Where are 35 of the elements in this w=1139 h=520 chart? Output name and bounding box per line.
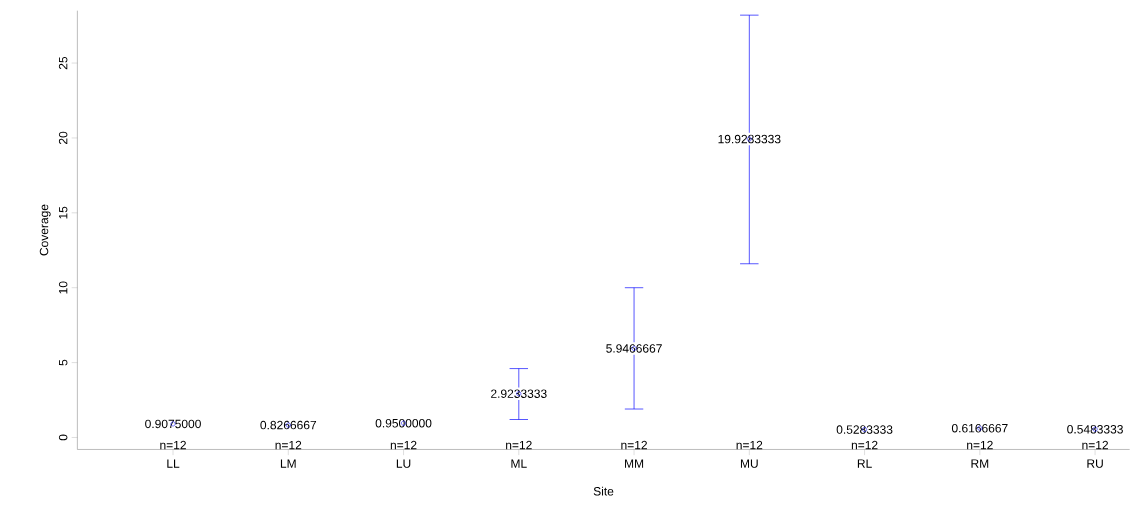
data-label: 0.5483333 <box>1067 424 1123 434</box>
x-tick-label: LL <box>167 459 180 468</box>
y-tick-label: 15 <box>59 206 68 219</box>
annotation: n=12 <box>736 440 763 450</box>
y-tick-label: 5 <box>59 359 68 366</box>
y-tick-label: 0 <box>58 434 68 441</box>
x-tick-label: RL <box>857 459 872 468</box>
annotation: n=12 <box>621 440 647 450</box>
annotation: n=12 <box>967 440 993 450</box>
annotation: n=12 <box>275 440 302 450</box>
data-label: 2.9233333 <box>491 389 547 398</box>
annotation: n=12 <box>160 440 186 450</box>
x-tick-label: RM <box>971 459 989 468</box>
x-tick-label: MM <box>625 459 644 468</box>
x-axis-title: Site <box>593 486 614 496</box>
data-label: 0.8266667 <box>260 420 317 430</box>
annotation: n=12 <box>851 440 878 450</box>
x-tick-label: LU <box>396 459 411 468</box>
annotation: n=12 <box>390 440 417 450</box>
data-label: 19.9283333 <box>718 134 781 144</box>
annotation: n=12 <box>506 440 532 450</box>
annotation: n=12 <box>1082 440 1108 450</box>
data-label: 0.6166667 <box>951 423 1008 433</box>
y-tick-label: 20 <box>58 131 68 144</box>
data-label: 0.5283333 <box>836 425 893 434</box>
y-tick-label: 25 <box>58 56 68 70</box>
x-tick-label: RU <box>1087 459 1103 468</box>
data-label: 5.9466667 <box>606 344 662 353</box>
x-tick-label: MU <box>740 459 758 468</box>
data-label: 0.9500000 <box>375 418 432 428</box>
y-axis-title: Coverage <box>39 204 51 256</box>
x-tick-label: LM <box>280 459 296 468</box>
data-label: 0.9075000 <box>145 419 201 429</box>
x-tick-label: ML <box>511 459 527 468</box>
y-tick-label: 10 <box>58 281 68 294</box>
